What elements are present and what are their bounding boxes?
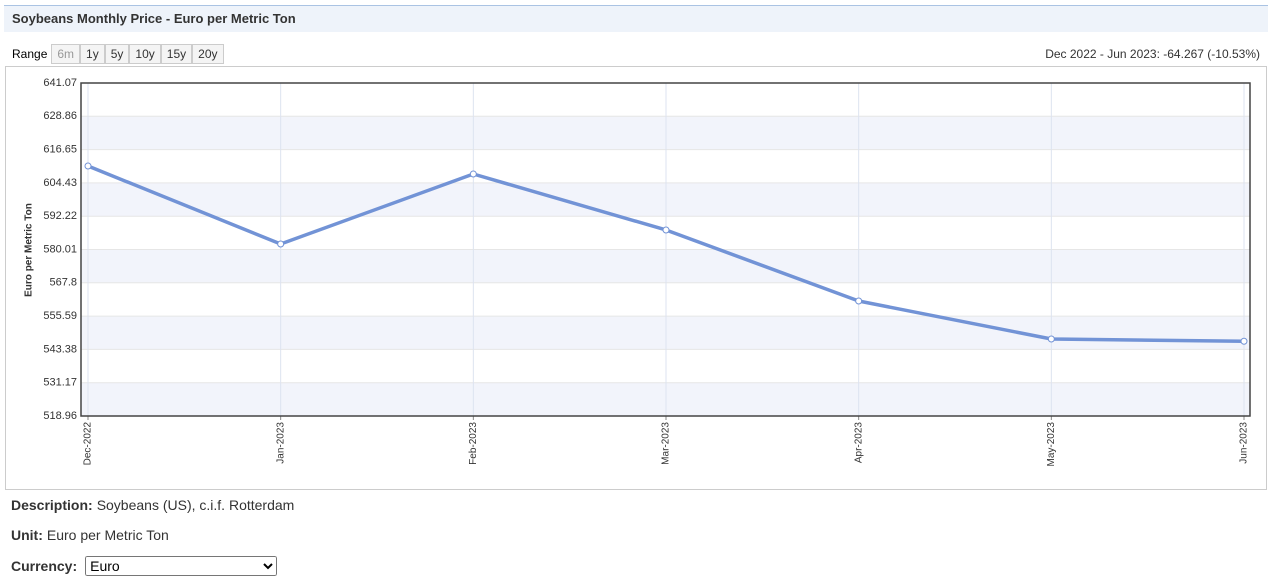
data-point xyxy=(855,297,863,305)
y-tick-label: 641.07 xyxy=(43,77,77,89)
description-label: Description: xyxy=(11,497,93,513)
chart: Euro per Metric Ton 518.96 531.17 543.38 55… xyxy=(5,66,1267,490)
x-tick-label: May-2023 xyxy=(1046,422,1057,467)
y-tick-label: 580.01 xyxy=(43,243,77,255)
range-button[interactable]: 10y xyxy=(129,44,161,64)
x-tick-label: Dec-2022 xyxy=(83,422,94,466)
y-tick-label: 567.8 xyxy=(49,277,77,289)
range-button[interactable]: 15y xyxy=(160,44,193,64)
description: Description: Soybeans (US), c.i.f. Rotter… xyxy=(11,497,294,513)
y-tick-label: 543.38 xyxy=(43,343,77,355)
y-tick-label: 518.96 xyxy=(43,410,77,422)
currency-label: Currency: xyxy=(11,558,78,574)
y-tick-label: 531.17 xyxy=(43,377,77,389)
range-button[interactable]: 5y xyxy=(104,44,130,64)
y-tick-label: 555.59 xyxy=(43,310,77,322)
x-tick-label: Jun-2023 xyxy=(1239,422,1250,464)
y-tick-label: 604.43 xyxy=(43,177,77,189)
x-tick-label: Mar-2023 xyxy=(661,422,672,465)
unit-value: Euro per Metric Ton xyxy=(46,527,169,543)
data-point xyxy=(277,240,285,248)
data-point xyxy=(1240,337,1248,345)
x-tick-label: Feb-2023 xyxy=(468,422,479,465)
data-point xyxy=(662,226,670,234)
plot-border xyxy=(80,82,1251,417)
range-button[interactable]: 20y xyxy=(192,44,224,64)
unit-label: Unit: xyxy=(11,527,43,543)
data-point xyxy=(1047,335,1055,343)
y-tick-label: 628.86 xyxy=(43,110,77,122)
x-tick-label: Apr-2023 xyxy=(853,422,864,464)
x-tick-label: Jan-2023 xyxy=(275,422,286,464)
y-axis-label: Euro per Metric Ton xyxy=(24,203,35,297)
range-selector: Range 6m 1y 5y 10y 15y 20y xyxy=(12,44,224,64)
chart-title: Soybeans Monthly Price - Euro per Metric… xyxy=(4,5,1268,32)
data-point xyxy=(469,170,477,178)
description-value: Soybeans (US), c.i.f. Rotterdam xyxy=(96,497,295,513)
range-button[interactable]: 6m xyxy=(51,44,81,64)
currency: Currency: Euro xyxy=(11,556,278,576)
range-label: Range xyxy=(12,47,48,61)
data-point xyxy=(84,162,92,170)
y-tick-label: 592.22 xyxy=(43,210,77,222)
unit: Unit: Euro per Metric Ton xyxy=(11,527,169,543)
change-summary: Dec 2022 - Jun 2023: -64.267 (-10.53%) xyxy=(1045,47,1260,61)
currency-select[interactable]: Euro xyxy=(85,556,278,576)
range-button[interactable]: 1y xyxy=(80,44,105,64)
y-tick-label: 616.65 xyxy=(43,144,77,156)
